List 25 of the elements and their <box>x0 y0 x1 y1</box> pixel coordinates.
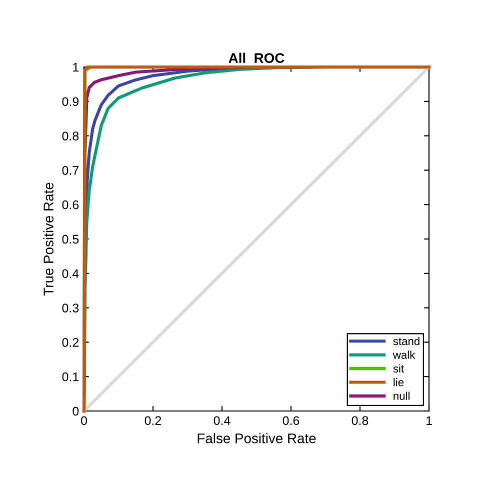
y-tick-label: 0.7 <box>62 166 79 175</box>
y-tick-label: 0 <box>72 406 79 416</box>
legend-label: walk <box>392 350 416 359</box>
chart-title: All ROC <box>228 52 284 63</box>
legend-label: null <box>394 392 410 400</box>
y-tick-label: 0.6 <box>62 200 79 210</box>
y-tick-label: 0.4 <box>62 269 79 278</box>
x-tick-label: 0.8 <box>352 416 368 426</box>
y-tick-label: 0.9 <box>62 97 79 106</box>
x-tick-label: 0.4 <box>214 416 230 426</box>
y-tick-label: 0.3 <box>62 304 79 312</box>
x-axis-title: False Positive Rate <box>198 433 316 444</box>
legend-label: stand <box>393 336 420 346</box>
y-tick-label: 0.5 <box>62 234 79 244</box>
legend-label: sit <box>393 364 404 373</box>
y-tick-label: 0.2 <box>62 338 79 347</box>
x-tick-label: 0.2 <box>144 416 162 426</box>
x-tick-label: 0.6 <box>282 416 300 426</box>
y-tick-label: 1 <box>73 62 79 72</box>
y-axis-title: True Positive Rate <box>43 182 54 296</box>
y-tick-label: 0.8 <box>62 132 79 140</box>
x-tick-label: 0 <box>81 416 87 426</box>
y-tick-label: 0.1 <box>62 372 79 382</box>
x-tick-label: 1 <box>426 416 432 425</box>
legend-label: lie <box>394 378 404 386</box>
